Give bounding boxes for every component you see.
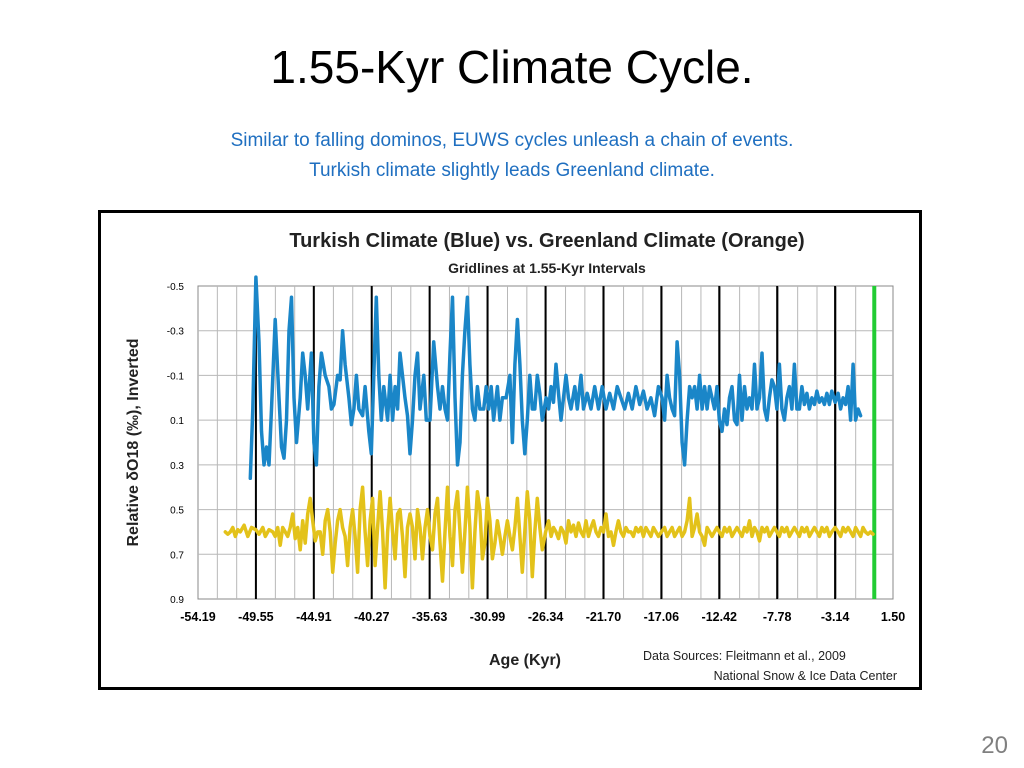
climate-chart: -0.5 -0.3 -0.1 0.1 0.3 0.5 0.7 0.9 -54.19 -49.55 -…	[125, 230, 905, 683]
x-tick-label: -44.91	[296, 610, 331, 624]
series-line-turkish	[248, 275, 863, 481]
data-source-line-2: National Snow & Ice Data Center	[714, 669, 897, 683]
y-tick-label: -0.3	[167, 327, 185, 338]
data-source-line-1: Data Sources: Fleitmann et al., 2009	[643, 649, 846, 663]
y-tick-label: 0.9	[170, 595, 184, 606]
slide-subtitle: Similar to falling dominos, EUWS cycles …	[0, 126, 1024, 186]
subtitle-line-2: Turkish climate slightly leads Greenland…	[309, 160, 715, 181]
x-tick-label: -21.70	[586, 610, 621, 624]
x-tick-label: -30.99	[470, 610, 505, 624]
x-tick-label: -26.34	[528, 610, 563, 624]
y-tick-label: -0.1	[167, 371, 185, 382]
slide-title: 1.55-Kyr Climate Cycle.	[270, 41, 754, 93]
subtitle-line-1: Similar to falling dominos, EUWS cycles …	[230, 130, 794, 151]
x-tick-label: -17.06	[644, 610, 679, 624]
page-number: 20	[981, 732, 1008, 759]
y-axis-label: Relative δO18 (‰), Inverted	[125, 339, 142, 547]
x-tick-label: -35.63	[412, 610, 447, 624]
chart-frame: -0.5 -0.3 -0.1 0.1 0.3 0.5 0.7 0.9 -54.19 -49.55 -…	[98, 210, 922, 690]
x-tick-label: -3.14	[821, 610, 850, 624]
x-tick-label: -7.78	[763, 610, 792, 624]
x-axis-label: Age (Kyr)	[489, 652, 561, 669]
x-tick-label: -40.27	[354, 610, 389, 624]
y-tick-label: 0.1	[170, 416, 184, 427]
y-tick-label: 0.7	[170, 550, 184, 561]
chart-subtitle: Gridlines at 1.55-Kyr Intervals	[448, 260, 646, 276]
chart-title: Turkish Climate (Blue) vs. Greenland Cli…	[289, 230, 804, 252]
x-tick-label: -12.42	[702, 610, 737, 624]
x-tick-label: -49.55	[238, 610, 273, 624]
x-tick-label: -54.19	[180, 610, 215, 624]
y-tick-label: 0.3	[170, 461, 184, 472]
y-tick-label: -0.5	[167, 282, 185, 293]
series-line-greenland	[223, 485, 875, 590]
y-tick-label: 0.5	[170, 506, 184, 517]
x-tick-label: 1.50	[881, 610, 905, 624]
